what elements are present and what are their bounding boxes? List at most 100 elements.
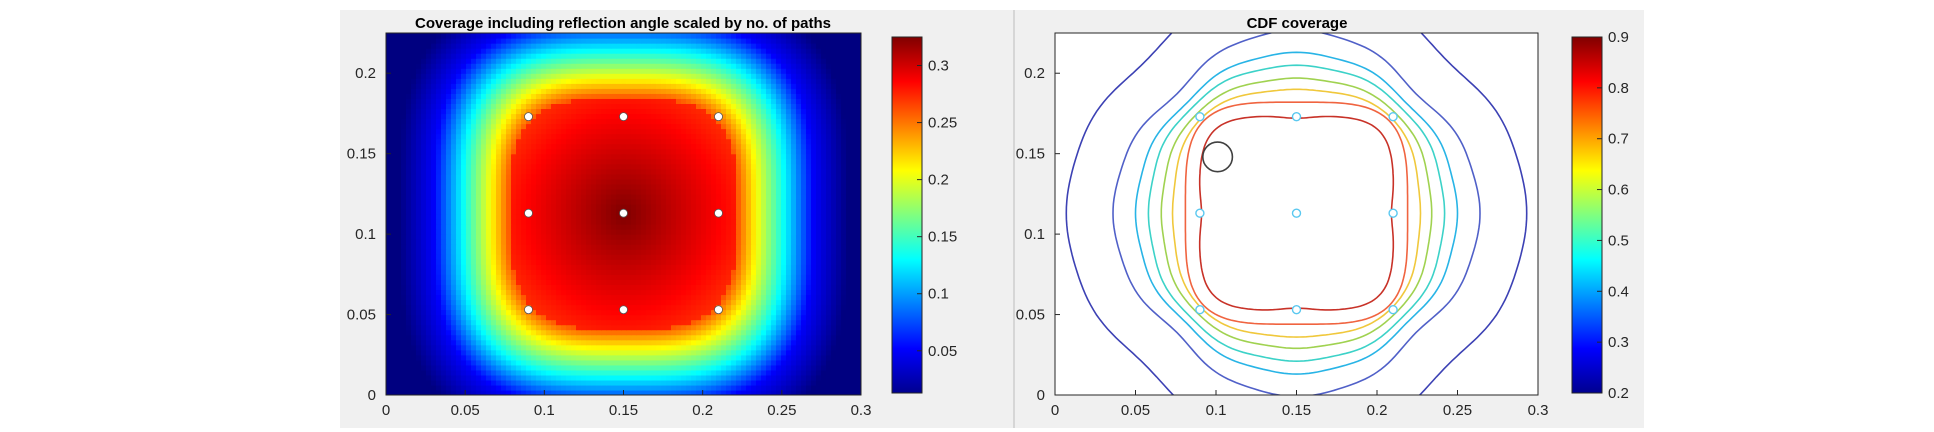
heatmap-cell xyxy=(826,234,832,240)
heatmap-cell xyxy=(471,279,477,285)
heatmap-cell xyxy=(496,334,502,341)
heatmap-cell xyxy=(856,319,861,326)
heatmap-cell xyxy=(596,208,602,215)
heatmap-cell xyxy=(426,334,432,341)
heatmap-cell xyxy=(561,389,567,395)
heatmap-cell xyxy=(746,344,752,351)
heatmap-cell xyxy=(386,364,392,371)
heatmap-cell xyxy=(516,344,522,351)
heatmap-cell xyxy=(581,389,587,395)
heatmap-cell xyxy=(841,163,847,170)
heatmap-cell xyxy=(671,319,677,326)
heatmap-cell xyxy=(781,264,787,270)
heatmap-cell xyxy=(471,183,477,190)
heatmap-cell xyxy=(786,374,792,381)
heatmap-cell xyxy=(731,389,737,395)
heatmap-cell xyxy=(836,259,842,265)
heatmap-cell xyxy=(506,254,512,260)
heatmap-cell xyxy=(591,239,597,245)
heatmap-cell xyxy=(646,224,652,230)
heatmap-cell xyxy=(736,384,742,391)
heatmap-cell xyxy=(681,339,687,346)
heatmap-cell xyxy=(556,294,562,301)
heatmap-cell xyxy=(656,354,662,361)
heatmap-cell xyxy=(441,324,447,331)
heatmap-cell xyxy=(691,254,697,260)
heatmap-cell xyxy=(756,309,762,316)
heatmap-cell xyxy=(791,334,797,341)
heatmap-cell xyxy=(421,369,427,376)
heatmap-cell xyxy=(551,234,557,240)
heatmap-cell xyxy=(656,198,662,205)
heatmap-cell xyxy=(456,374,462,381)
heatmap-cell xyxy=(776,339,782,346)
heatmap-cell xyxy=(431,384,437,391)
heatmap-cell xyxy=(631,314,637,321)
heatmap-cell xyxy=(616,244,622,250)
heatmap-cell xyxy=(766,389,772,395)
heatmap-cell xyxy=(616,198,622,205)
heatmap-cell xyxy=(811,309,817,316)
heatmap-cell xyxy=(796,359,802,366)
heatmap-cell xyxy=(831,224,837,230)
heatmap-cell xyxy=(761,153,767,160)
heatmap-cell xyxy=(806,294,812,301)
heatmap-cell xyxy=(681,219,687,225)
heatmap-cell xyxy=(591,173,597,180)
heatmap-cell xyxy=(476,173,482,180)
heatmap-cell xyxy=(761,384,767,391)
heatmap-cell xyxy=(396,183,402,190)
heatmap-cell xyxy=(551,239,557,245)
heatmap-cell xyxy=(556,224,562,230)
heatmap-cell xyxy=(441,183,447,190)
heatmap-cell xyxy=(536,133,542,140)
heatmap-cell xyxy=(466,158,472,165)
heatmap-cell xyxy=(856,198,861,205)
heatmap-cell xyxy=(781,314,787,321)
heatmap-cell xyxy=(411,304,417,311)
heatmap-cell xyxy=(491,294,497,301)
heatmap-cell xyxy=(741,329,747,336)
heatmap-cell xyxy=(786,234,792,240)
heatmap-cell xyxy=(491,198,497,205)
heatmap-cell xyxy=(846,259,852,265)
heatmap-cell xyxy=(456,183,462,190)
heatmap-cell xyxy=(516,259,522,265)
heatmap-cell xyxy=(636,133,642,140)
heatmap-cell xyxy=(576,244,582,250)
heatmap-cell xyxy=(476,324,482,331)
heatmap-cell xyxy=(646,314,652,321)
heatmap-cell xyxy=(621,344,627,351)
heatmap-cell xyxy=(756,229,762,235)
heatmap-cell xyxy=(511,128,517,135)
heatmap-cell xyxy=(556,299,562,306)
heatmap-cell xyxy=(511,254,517,260)
heatmap-cell xyxy=(776,259,782,265)
heatmap-cell xyxy=(571,239,577,245)
heatmap-cell xyxy=(596,339,602,346)
heatmap-cell xyxy=(621,329,627,336)
heatmap-cell xyxy=(546,178,552,185)
heatmap-cell xyxy=(776,264,782,270)
heatmap-cell xyxy=(576,304,582,311)
heatmap-cell xyxy=(821,369,827,376)
heatmap-cell xyxy=(746,329,752,336)
heatmap-cell xyxy=(396,344,402,351)
heatmap-cell xyxy=(706,259,712,265)
heatmap-cell xyxy=(681,259,687,265)
heatmap-cell xyxy=(846,264,852,270)
heatmap-cell xyxy=(391,329,397,336)
heatmap-cell xyxy=(751,229,757,235)
heatmap-cell xyxy=(796,389,802,395)
heatmap-cell xyxy=(441,369,447,376)
heatmap-cell xyxy=(631,369,637,376)
heatmap-cell xyxy=(491,284,497,291)
heatmap-cell xyxy=(566,299,572,306)
heatmap-cell xyxy=(766,264,772,270)
heatmap-cell xyxy=(726,349,732,356)
heatmap-cell xyxy=(496,339,502,346)
heatmap-cell xyxy=(751,224,757,230)
heatmap-cell xyxy=(541,178,547,185)
heatmap-cell xyxy=(556,349,562,356)
heatmap-cell xyxy=(541,183,547,190)
